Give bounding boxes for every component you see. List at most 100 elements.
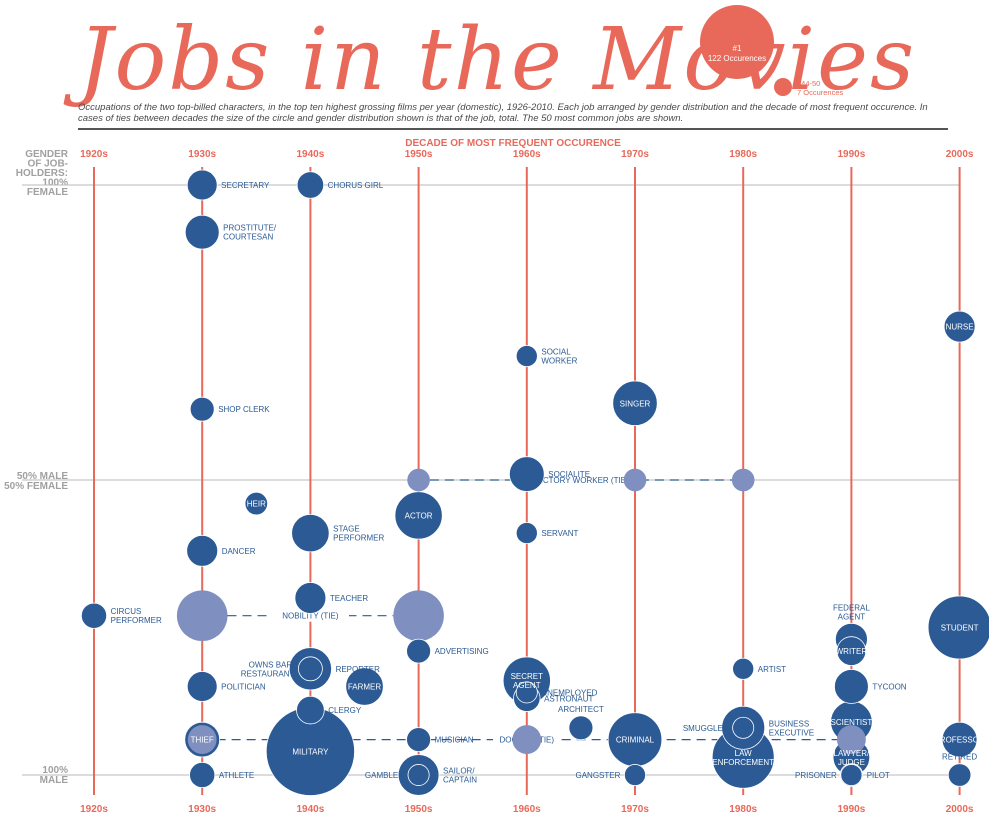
- x-tick-bottom: 1920s: [80, 804, 108, 815]
- bubble-label: TYCOON: [872, 683, 906, 692]
- bubble-label: SMUGGLER: [683, 724, 729, 733]
- bubble-label: RETIRED: [942, 753, 977, 762]
- bubble-label: GANGSTER: [576, 771, 621, 780]
- bubble-label: SCIENTIST: [831, 718, 873, 727]
- bubble-labels: SECRETARY CHORUS GIRL PROSTITUTE/COURTESAN…: [111, 181, 985, 785]
- bubble: [297, 656, 323, 682]
- x-tick-top: 1990s: [837, 149, 865, 160]
- bubble: [836, 636, 867, 666]
- bubble: [189, 396, 215, 422]
- bubble: [515, 522, 538, 545]
- bubble-label: REPORTER: [336, 665, 381, 674]
- bubble-label: DANCER: [222, 547, 256, 556]
- x-tick-bottom: 1940s: [296, 804, 324, 815]
- x-tick-bottom: 2000s: [946, 804, 974, 815]
- bubble: [731, 468, 755, 492]
- bubble-label: SOCIAL: [541, 348, 571, 357]
- bubble-label: JUDGE: [838, 758, 865, 767]
- x-tick-top: 1970s: [621, 149, 649, 160]
- x-tick-bottom: 1970s: [621, 804, 649, 815]
- bubble-label: CLERGY: [328, 706, 362, 715]
- bubble: [836, 725, 866, 755]
- x-tick-top: 1950s: [405, 149, 433, 160]
- chart-title: Jobs in the Movies: [78, 10, 917, 110]
- bubble-label: SECRETARY: [221, 181, 270, 190]
- x-tick-labels: 1920s 1920s 1930s 1930s 1940s 1940s 1950s 1950s…: [80, 149, 974, 815]
- bubble-label: WORKER: [541, 357, 577, 366]
- y-label-bottom-line: 100%: [42, 765, 68, 776]
- x-axis-title: DECADE OF MOST FREQUENT OCCURENCE: [405, 138, 621, 149]
- bubble: [512, 725, 542, 755]
- legend-big-line1: #1: [733, 44, 742, 53]
- bubble-label: SHOP CLERK: [218, 405, 270, 414]
- chart-subtitle: Occupations of the two top-billed charac…: [78, 102, 928, 124]
- tie-label: NOBILITY (TIE): [282, 612, 339, 621]
- bubble-label: UNEMPLOYED: [541, 688, 597, 697]
- bubble-label: HEIR: [247, 500, 266, 509]
- bubble: [189, 761, 216, 789]
- bubble: [296, 695, 325, 725]
- bubble: [508, 456, 545, 492]
- bubble-label: STUDENT: [941, 624, 979, 633]
- x-tick-bottom: 1950s: [405, 804, 433, 815]
- bubble-label: ATHLETE: [219, 771, 254, 780]
- bubble-label: CIRCUS: [111, 607, 142, 616]
- x-tick-bottom: 1930s: [188, 804, 216, 815]
- x-tick-top: 1930s: [188, 149, 216, 160]
- y-label-top-line: HOLDERS:: [16, 168, 68, 179]
- bubble-label: PRISONER: [795, 771, 837, 780]
- bubble: [947, 763, 972, 787]
- title-divider: [78, 128, 948, 130]
- bubble-label: LAWYER/: [834, 749, 870, 758]
- bubble: [294, 582, 327, 614]
- bubble: [943, 310, 976, 343]
- bubble: [515, 345, 538, 368]
- legend-big-circle: [700, 5, 774, 79]
- bubble-label: SECRET: [511, 672, 544, 681]
- legend-small-line1: #44-50: [797, 79, 820, 88]
- bubble: [187, 725, 217, 755]
- bubbles: [80, 169, 989, 796]
- x-tick-bottom: 1990s: [837, 804, 865, 815]
- x-tick-bottom: 1960s: [513, 804, 541, 815]
- bubble-label: STAGE: [333, 525, 360, 534]
- bubble: [623, 468, 647, 492]
- bubble-label: ARCHITECT: [558, 705, 604, 714]
- bubble-label: LAW: [735, 749, 752, 758]
- legend-big-line2: 122 Occurences: [708, 54, 766, 63]
- tie-label-bg: [271, 608, 349, 622]
- tie-label: FACTORY WORKER (TIE): [533, 476, 629, 485]
- y-label-mid-line: 50% MALE: [17, 471, 68, 482]
- x-tick-bottom: 1980s: [729, 804, 757, 815]
- legend-small-circle: [774, 78, 792, 96]
- y-label-top-line: GENDER: [25, 149, 69, 160]
- bubble: [406, 727, 432, 752]
- x-tick-top: 2000s: [946, 149, 974, 160]
- bubble-label: OWNS BAR/: [249, 660, 296, 669]
- bubble-label: CHORUS GIRL: [328, 181, 384, 190]
- bubble-label: MUSICIAN: [435, 736, 474, 745]
- bubble-label: CRIMINAL: [616, 736, 655, 745]
- bubble-label: ASTRONAUT: [544, 694, 593, 703]
- y-label-top-line: 100%: [42, 178, 68, 189]
- bubble-label: EXECUTIVE: [769, 728, 814, 737]
- bubble: [345, 667, 384, 706]
- bubble: [186, 169, 218, 201]
- legend-small-line2: 7 Occurences: [797, 88, 844, 97]
- bubble-label: ADVERTISING: [435, 647, 489, 656]
- bubble-label: TEACHER: [330, 594, 368, 603]
- bubble: [732, 716, 755, 739]
- bubble-label: AGENT: [513, 681, 541, 690]
- bubble: [406, 638, 432, 664]
- bubble-label: WRITER: [836, 647, 868, 656]
- bubble: [941, 721, 978, 758]
- bubble-label: RESTAURANT: [241, 669, 295, 678]
- bubble-label: COURTESAN: [223, 233, 273, 242]
- bubble: [244, 491, 269, 516]
- bubble: [612, 380, 658, 426]
- tie-label-bg: [527, 473, 634, 486]
- x-tick-top: 1960s: [513, 149, 541, 160]
- y-label-top-line: FEMALE: [27, 187, 68, 198]
- bubble: [732, 657, 755, 680]
